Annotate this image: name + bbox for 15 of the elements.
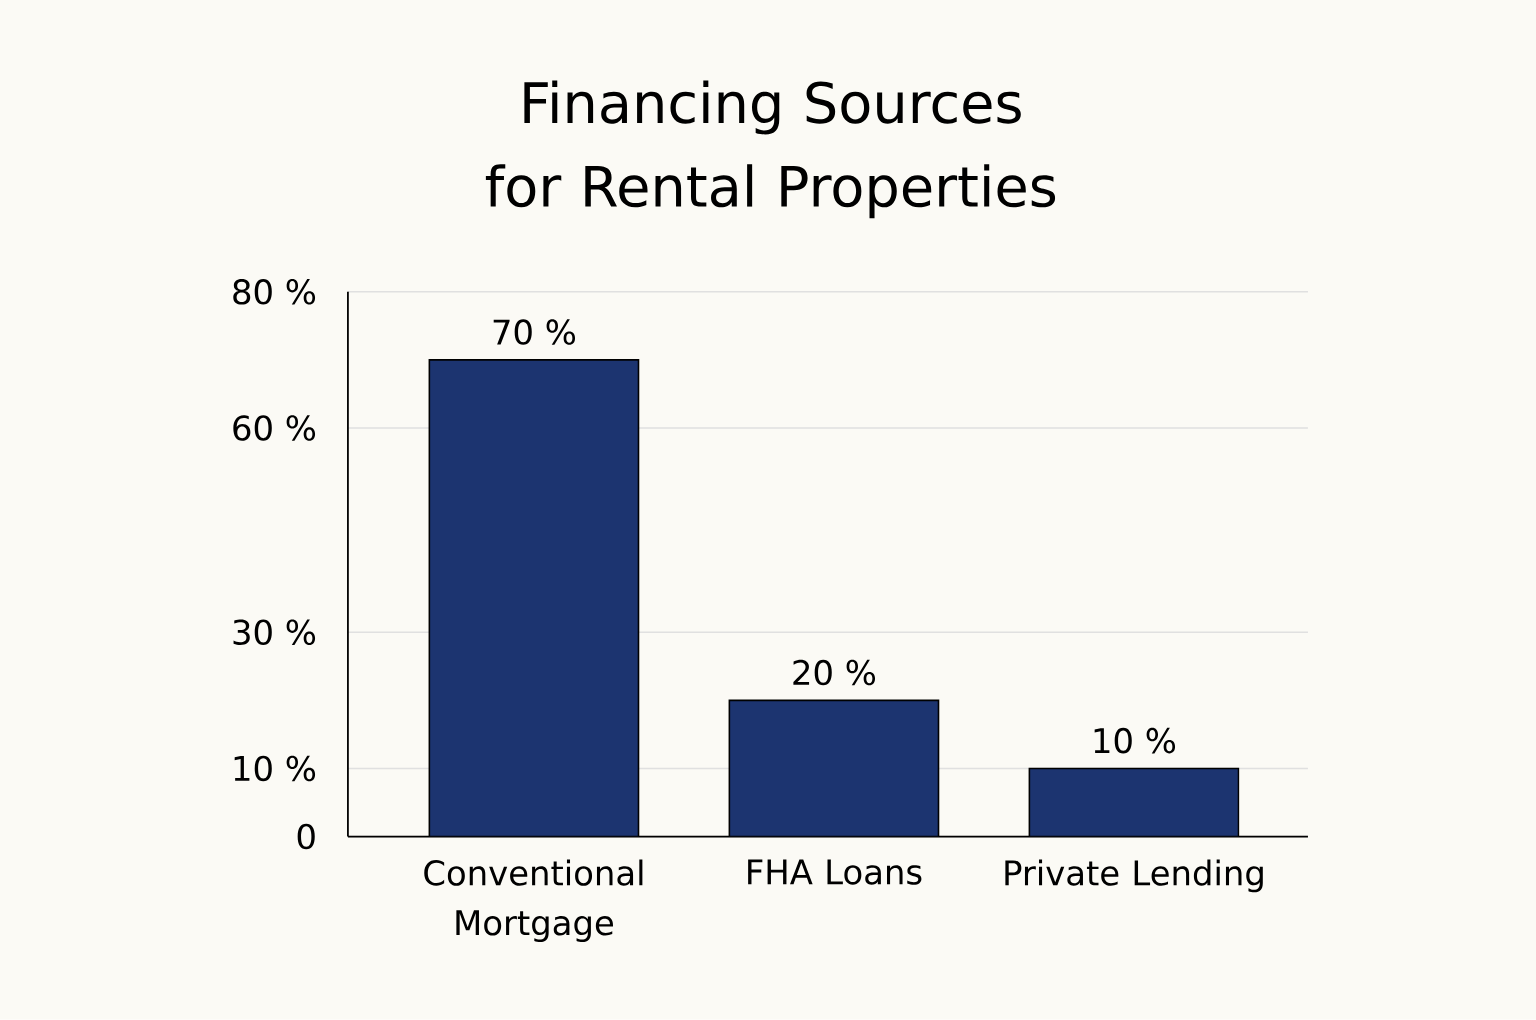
- y-tick-label: 0: [297, 823, 315, 850]
- data-label: 10 %: [1094, 727, 1176, 754]
- x-tick-label: FHA Loans: [748, 859, 922, 885]
- y-tick-label: 80 %: [233, 279, 316, 305]
- data-label: 20 %: [793, 659, 876, 686]
- chart-title: Financing Sources for Rental Properties: [485, 80, 1056, 219]
- x-tick-label: Conventional Mortgage: [424, 859, 643, 943]
- y-tick-label: 30 %: [233, 619, 316, 646]
- x-tick-label: Private Lending: [1005, 859, 1263, 893]
- bar: [728, 699, 940, 837]
- y-tick-label: 10 %: [234, 755, 316, 782]
- bar: [428, 359, 640, 837]
- data-label: 70 %: [493, 319, 576, 345]
- y-tick-label: 60 %: [233, 415, 316, 441]
- bar: [1028, 767, 1240, 837]
